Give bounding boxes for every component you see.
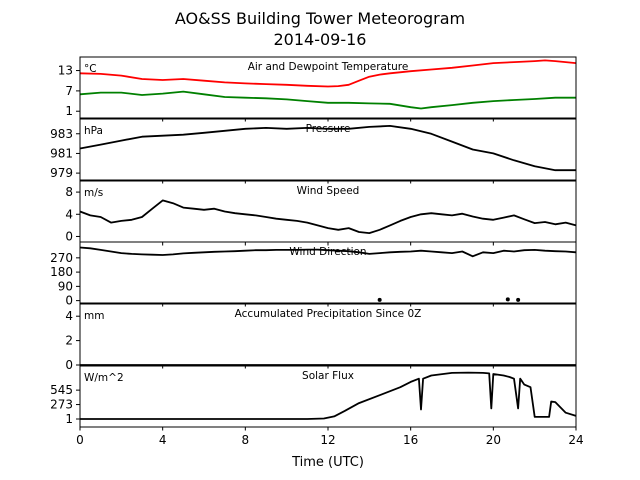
y-tick-label: 180 bbox=[50, 265, 73, 279]
y-tick-label: 13 bbox=[58, 64, 73, 78]
y-tick-label: 983 bbox=[50, 127, 73, 141]
y-tick-label: 270 bbox=[50, 251, 73, 265]
panel-frame bbox=[79, 365, 577, 428]
x-tick-label: 16 bbox=[403, 433, 418, 447]
panel-2: 983 981 979 Pressure hPa bbox=[50, 118, 577, 184]
panels-group: 13 7 1 Air and Dewpoint Temperature °C 983 981… bbox=[50, 56, 577, 431]
series-line-2 bbox=[79, 90, 576, 110]
y-tick-label: 1 bbox=[65, 104, 73, 118]
panel-frame bbox=[79, 241, 577, 304]
series-line-1 bbox=[79, 125, 576, 172]
panel-unit: hPa bbox=[84, 125, 103, 137]
panel-frame bbox=[79, 303, 577, 366]
y-tick-label: 0 bbox=[65, 358, 73, 372]
y-tick-label: 7 bbox=[65, 84, 73, 98]
y-tick-label: 4 bbox=[65, 207, 73, 221]
y-tick-label: 981 bbox=[50, 146, 73, 160]
series-line-1 bbox=[79, 59, 577, 88]
panel-unit: W/m^2 bbox=[84, 372, 124, 384]
panel-unit: mm bbox=[84, 310, 104, 322]
y-tick-label: 4 bbox=[65, 309, 73, 323]
y-tick-label: 1 bbox=[65, 412, 73, 426]
y-tick-label: 90 bbox=[58, 279, 73, 293]
panel-frame bbox=[79, 56, 577, 119]
series-line-1 bbox=[79, 246, 577, 258]
panel-title: Wind Speed bbox=[297, 185, 360, 197]
panel-title: Solar Flux bbox=[302, 370, 354, 382]
panel-unit: m/s bbox=[84, 187, 103, 199]
y-tick-label: 2 bbox=[65, 334, 73, 348]
panel-title: Air and Dewpoint Temperature bbox=[248, 61, 409, 73]
panel-title: Pressure bbox=[306, 123, 351, 135]
panel-3: 8 4 0 Wind Speed m/s bbox=[65, 180, 577, 246]
panel-unit: °C bbox=[84, 63, 97, 75]
y-tick-label: 273 bbox=[50, 398, 73, 412]
data-point bbox=[516, 297, 521, 302]
data-point bbox=[377, 297, 382, 302]
x-tick-label: 0 bbox=[76, 433, 84, 447]
chart-subtitle: 2014-09-16 bbox=[274, 30, 367, 49]
y-tick-label: 0 bbox=[65, 229, 73, 243]
x-tick-label: 20 bbox=[486, 433, 501, 447]
x-tick-label: 8 bbox=[242, 433, 250, 447]
panel-1: 13 7 1 Air and Dewpoint Temperature °C bbox=[58, 56, 577, 122]
x-tick-label: 24 bbox=[568, 433, 583, 447]
x-tick-label: 12 bbox=[320, 433, 335, 447]
data-point bbox=[505, 297, 510, 302]
panel-frame bbox=[79, 118, 577, 181]
y-tick-label: 545 bbox=[50, 383, 73, 397]
series-line-1 bbox=[79, 199, 577, 235]
panel-5: 4 2 0 Accumulated Precipitation Since 0Z mm bbox=[65, 303, 577, 372]
series-line-1 bbox=[80, 371, 577, 420]
x-axis: 0 4 8 12 16 20 24 bbox=[76, 433, 583, 447]
x-tick-label: 4 bbox=[159, 433, 167, 447]
panel-title: Wind Direction bbox=[289, 246, 366, 258]
y-tick-label: 0 bbox=[65, 294, 73, 308]
panel-title: Accumulated Precipitation Since 0Z bbox=[235, 308, 422, 320]
x-axis-label: Time (UTC) bbox=[291, 455, 364, 470]
y-tick-label: 979 bbox=[50, 166, 73, 180]
y-tick-label: 8 bbox=[65, 185, 73, 199]
chart-title: AO&SS Building Tower Meteorogram bbox=[175, 9, 465, 28]
